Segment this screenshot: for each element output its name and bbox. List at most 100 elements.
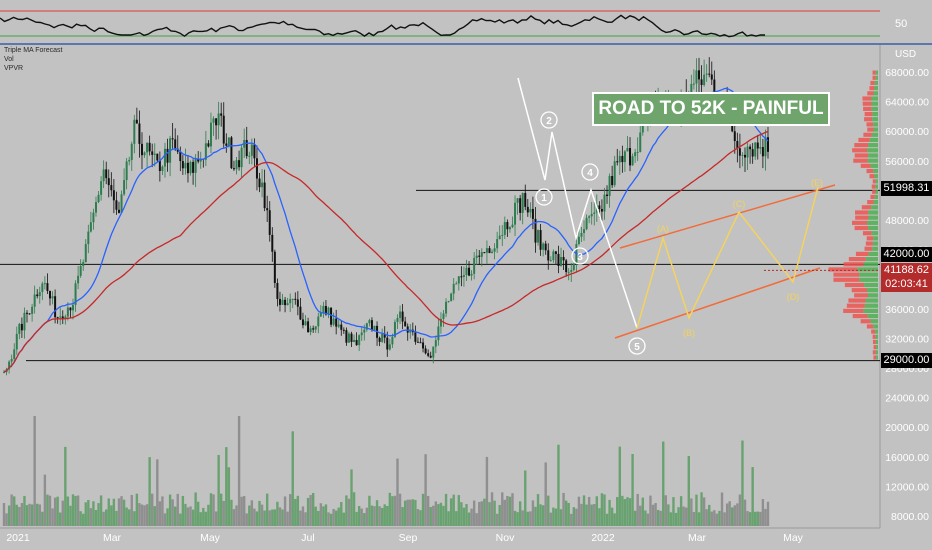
candle-body <box>524 192 527 207</box>
volume-bar <box>567 502 570 526</box>
volume-bar <box>345 495 348 526</box>
candle-body <box>577 236 580 245</box>
indicator-panel: 50 <box>0 0 932 45</box>
candle-body <box>475 255 478 258</box>
candle-body <box>388 344 391 350</box>
y-tick-label: 48000.00 <box>885 215 929 227</box>
volume-bar <box>209 493 213 526</box>
legend-vol[interactable]: Vol <box>4 56 14 63</box>
volume-bar <box>179 513 182 526</box>
volume-bar <box>483 498 486 526</box>
volume-bar <box>610 507 614 526</box>
volume-bar <box>59 512 62 526</box>
volume-bar <box>738 494 742 526</box>
volume-bar <box>748 512 752 526</box>
candle-body <box>319 312 322 317</box>
volume-bar <box>380 507 384 526</box>
legend-vpvr[interactable]: VPVR <box>4 65 24 72</box>
volume-bar <box>324 504 328 526</box>
volume-profile-bar-buy <box>873 122 878 127</box>
candle-body <box>18 323 21 334</box>
volume-bar <box>587 496 591 526</box>
candle-body <box>204 143 207 160</box>
candle-body <box>212 118 215 123</box>
volume-bar <box>697 512 701 526</box>
volume-bar <box>480 501 484 526</box>
volume-bar <box>644 510 647 526</box>
candle-body <box>626 148 629 152</box>
candle-body <box>761 147 764 157</box>
volume-bar <box>692 511 696 526</box>
volume-bar <box>168 494 172 526</box>
volume-bar <box>715 513 719 526</box>
candle-body <box>232 168 235 170</box>
volume-bar <box>403 500 407 526</box>
candle-body <box>593 212 596 214</box>
volume-bar <box>439 502 443 526</box>
volume-profile-bar-sell <box>863 132 872 137</box>
volume-bar <box>687 455 690 526</box>
volume-bar <box>309 495 312 526</box>
candle-body <box>225 143 228 146</box>
volume-bar <box>429 507 432 526</box>
volume-bar <box>590 504 593 526</box>
volume-bar <box>447 511 450 526</box>
legend-triple-ma[interactable]: Triple MA Forecast <box>4 47 63 54</box>
volume-bar <box>212 494 215 526</box>
volume-bar <box>416 509 420 526</box>
volume-bar <box>276 501 279 526</box>
candle-body <box>143 152 146 156</box>
candle-body <box>414 332 417 342</box>
candle-body <box>317 316 320 327</box>
volume-bar <box>685 507 688 526</box>
volume-bar <box>25 505 29 526</box>
candle-body <box>537 230 540 243</box>
volume-bar <box>258 500 261 526</box>
candle-body <box>56 317 59 319</box>
volume-bar <box>465 504 468 526</box>
volume-bar <box>28 503 31 526</box>
volume-profile-bar-sell <box>854 210 869 215</box>
candle-body <box>547 250 550 261</box>
candle-body <box>23 312 26 331</box>
volume-profile-bar-sell <box>852 148 868 153</box>
volume-profile-bar-sell <box>869 86 875 91</box>
volume-profile-bar-sell <box>863 106 872 111</box>
volume-profile-bar-sell <box>833 277 860 282</box>
volume-profile-bar-buy <box>872 117 878 122</box>
candle-body <box>51 296 54 299</box>
candle-body <box>245 140 248 157</box>
volume-bar <box>207 504 210 526</box>
candle-body <box>192 161 195 173</box>
candle-body <box>606 194 609 196</box>
candle-body <box>429 355 432 358</box>
candle-body <box>756 142 759 149</box>
candle-body <box>373 325 376 331</box>
volume-bar <box>616 497 619 526</box>
resistance-price-badge: 42000.00 <box>881 247 932 262</box>
volume-bar <box>64 446 67 526</box>
price-scale-unit: USD <box>895 49 916 60</box>
candle-body <box>370 320 373 331</box>
volume-bar <box>204 511 208 526</box>
candle-body <box>261 182 264 188</box>
volume-bar <box>485 456 489 526</box>
volume-bar <box>580 503 583 526</box>
indicator-level-label: 50 <box>895 18 907 30</box>
candle-body <box>690 83 693 100</box>
candle-body <box>744 154 747 158</box>
candle-body <box>478 255 481 257</box>
volume-bar <box>30 504 34 526</box>
candle-body <box>703 74 706 86</box>
impulse-wave-label: 1 <box>541 193 547 204</box>
volume-bar <box>304 512 307 526</box>
candle-body <box>179 151 182 162</box>
candle-body <box>705 73 708 75</box>
candle-body <box>552 251 555 261</box>
volume-profile-bar-sell <box>854 143 869 148</box>
candle-body <box>585 217 588 230</box>
volume-bar <box>393 495 397 526</box>
candle-body <box>498 235 501 240</box>
volume-bar <box>388 492 392 526</box>
